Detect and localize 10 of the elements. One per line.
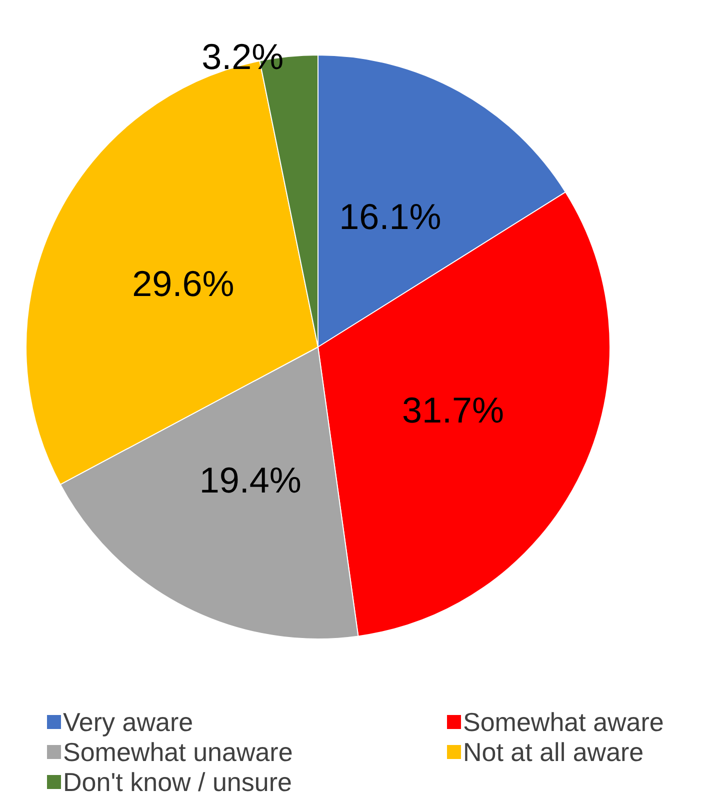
legend-label: Somewhat unaware xyxy=(63,737,293,767)
legend-label: Not at all aware xyxy=(463,737,644,767)
legend-label: Somewhat aware xyxy=(463,707,664,737)
data-label: 16.1% xyxy=(339,196,442,238)
data-label: 31.7% xyxy=(402,390,504,431)
legend-label: Very aware xyxy=(63,707,194,737)
data-label: 29.6% xyxy=(132,263,234,304)
legend-label: Don't know / unsure xyxy=(63,767,292,797)
data-label: 19.4% xyxy=(199,459,302,500)
data-label: 3.2% xyxy=(202,36,284,77)
